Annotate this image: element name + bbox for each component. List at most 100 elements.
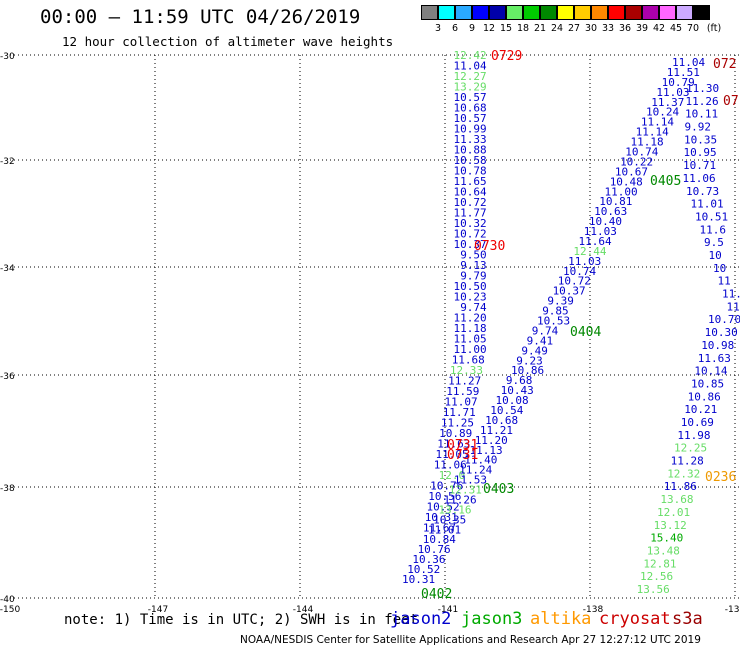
wave-height-label: 9.13: [460, 259, 487, 272]
legend-cryosat: cryosat: [599, 609, 671, 629]
wave-height-label: 11.53: [454, 474, 487, 487]
lat-tick-label: -38: [0, 484, 15, 494]
wave-height-label: 10.79: [662, 76, 695, 89]
color-scale-label: 45: [669, 23, 683, 34]
wave-height-label: 11.68: [452, 354, 485, 367]
wave-height-label: 13.48: [647, 544, 680, 557]
wave-height-label: 10.68: [454, 102, 487, 115]
wave-height-label: 10.56: [428, 490, 461, 503]
wave-height-label: 10.31: [402, 573, 435, 586]
color-scale-label: 24: [550, 23, 564, 34]
wave-height-label: 10.86: [688, 390, 721, 403]
color-scale-label: 70: [686, 23, 700, 34]
wave-height-label: 9.79: [460, 270, 487, 283]
wave-height-label: 11.98: [677, 429, 710, 442]
wave-height-label: 10.78: [454, 165, 487, 178]
wave-height-label: 11.01: [691, 198, 724, 211]
wave-height-label: 9.74: [532, 324, 559, 337]
wave-height-label: 11.04: [672, 56, 705, 69]
wave-height-label: 9.39: [547, 295, 574, 308]
wave-height-label: 10.72: [558, 275, 591, 288]
wave-height-label: 12.33: [450, 364, 483, 377]
wave-height-label: 10.70: [708, 313, 740, 326]
wave-height-label: 12.0: [439, 469, 466, 482]
wave-height-label: 10.31: [425, 511, 458, 524]
wave-height-label: 9.85: [542, 305, 569, 318]
wave-height-label: 10.95: [684, 146, 717, 159]
wave-height-label: 12.27: [454, 70, 487, 83]
color-swatch: [591, 5, 608, 20]
wave-height-label: 10.37: [454, 238, 487, 251]
wave-height-label: 13.29: [454, 81, 487, 94]
wave-height-label: 11.13: [470, 444, 503, 457]
wave-height-label: 12.44: [573, 245, 606, 258]
pass-time-label: 07: [723, 94, 739, 109]
wave-height-label: 10.51: [695, 210, 728, 223]
wave-height-label: 11.18: [454, 322, 487, 335]
wave-height-label: 11.07: [445, 396, 478, 409]
wave-height-label: 9.23: [516, 354, 543, 367]
wave-height-label: 11.77: [454, 207, 487, 220]
wave-height-label: 11.05: [454, 333, 487, 346]
lon-tick-label: -144: [293, 605, 314, 615]
wave-height-label: 12.32: [667, 467, 700, 480]
wave-height-label: 10: [709, 249, 722, 262]
wave-height-label: 10.36: [412, 553, 445, 566]
wave-height-label: 11.25: [441, 417, 474, 430]
color-swatch: [523, 5, 540, 20]
wave-height-label: 9.41: [527, 334, 554, 347]
color-scale-label: 9: [468, 23, 476, 34]
wave-height-label: 10.71: [683, 159, 716, 172]
wave-height-label: 10.40: [589, 215, 622, 228]
wave-height-label: 10.89: [439, 427, 472, 440]
wave-height-label: 11.26: [444, 493, 477, 506]
altimeter-tracks: 12.4211.0412.2713.2910.5710.6810.5710.99…: [402, 49, 740, 602]
color-swatch: [642, 5, 659, 20]
pass-time-label: 0236: [705, 470, 736, 485]
color-swatch: [489, 5, 506, 20]
lon-tick-label: -150: [0, 605, 20, 615]
wave-height-label: 9.74: [460, 301, 487, 314]
wave-height-label: 10.68: [485, 414, 518, 427]
color-swatch: [472, 5, 489, 20]
wave-height-label: 10.76: [430, 480, 463, 493]
wave-height-label: 10.50: [454, 280, 487, 293]
wave-height-label: 11.67: [423, 522, 456, 535]
wave-height-label: 12.31: [449, 484, 482, 497]
wave-height-label: 10.72: [454, 228, 487, 241]
wave-height-label: 13.56: [637, 583, 670, 596]
color-swatch: [574, 5, 591, 20]
color-swatch: [455, 5, 472, 20]
wave-height-label: 11.5: [727, 300, 740, 313]
wave-height-label: 11.71: [443, 406, 476, 419]
lon-tick-label: -141: [438, 605, 458, 615]
color-swatch: [608, 5, 625, 20]
lon-tick-label: -135: [725, 605, 740, 615]
wave-height-label: 11.28: [671, 455, 704, 468]
pass-time-label: 0405: [650, 174, 681, 189]
wave-height-label: 10.98: [701, 339, 734, 352]
wave-height-label: 11.26: [686, 95, 719, 108]
wave-height-label: 9.92: [685, 121, 712, 134]
lat-lon-grid: [10, 54, 740, 599]
wave-height-label: 10.57: [454, 91, 487, 104]
wave-height-label: 12.56: [640, 570, 673, 583]
wave-height-label: 11.00: [605, 185, 638, 198]
wave-height-label: 9.50: [460, 249, 487, 262]
wave-height-label: 10.21: [684, 403, 717, 416]
page-title: 00:00 — 11:59 UTC 04/26/2019: [40, 6, 361, 28]
wave-height-label: 11.51: [667, 66, 700, 79]
wave-height-label: 10.58: [454, 154, 487, 167]
wave-height-label: 10.35: [433, 513, 466, 526]
wave-height-label: 11.21: [480, 424, 513, 437]
wave-height-label: 11.05: [436, 448, 469, 461]
pass-time-label: 0731: [447, 438, 478, 453]
wave-height-label: 10.99: [454, 123, 487, 136]
wave-height-label: 10.74: [563, 265, 596, 278]
wave-height-label: 9.5: [704, 236, 724, 249]
color-swatch: [506, 5, 523, 20]
color-scale-label: 6: [451, 23, 459, 34]
wave-height-label: 11.14: [641, 116, 674, 129]
pass-time-label: 0403: [483, 482, 514, 497]
